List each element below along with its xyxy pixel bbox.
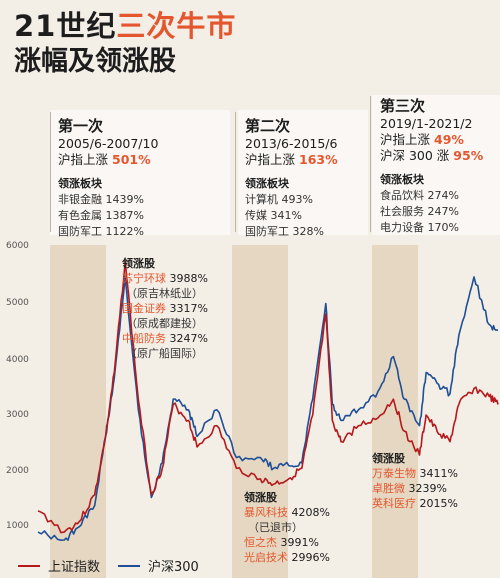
leader-note-3: 领涨股 万泰生物 3411% 卓胜微 3239% 英科医疗 2015% — [372, 451, 458, 511]
bull-band-2 — [232, 245, 288, 578]
series-line-hs300 — [37, 276, 498, 541]
sector-title: 领涨板块 — [58, 177, 102, 190]
chart-legend: 上证指数 沪深300 — [18, 556, 199, 575]
legend-swatch-sh — [18, 564, 40, 567]
note-stock: 苏宁环球 3988% — [122, 272, 208, 285]
legend-label-hs300: 沪深300 — [148, 560, 199, 575]
sector-title: 领涨板块 — [380, 173, 424, 186]
sector-item: 有色金属 1387% — [58, 209, 144, 222]
chart-title: 21世纪三次牛市 涨幅及领涨股 — [14, 8, 236, 80]
panel-gain: 沪指上涨 163% — [245, 152, 338, 167]
leader-note-1: 领涨股 苏宁环球 3988% （原吉林纸业） 国金证券 3317% （原成都建投… — [122, 256, 208, 361]
bull-panel-1: 第一次 2005/6-2007/10 沪指上涨 501% 领涨板块 非银金融 1… — [58, 118, 158, 240]
panel-divider-3 — [370, 96, 371, 232]
panel-divider-2 — [235, 112, 236, 232]
note-stock: 英科医疗 2015% — [372, 497, 458, 510]
panel-gain: 沪指上涨 49% — [380, 132, 464, 147]
note-title: 领涨股 — [372, 452, 405, 465]
panel-bg-3 — [372, 95, 500, 235]
note-title: 领涨股 — [244, 491, 277, 504]
note-stock: 中船防务 3247% — [122, 332, 208, 345]
legend-label-sh: 上证指数 — [48, 560, 101, 575]
panel-divider-1 — [50, 112, 51, 232]
y-tick-label: 3000 — [6, 410, 29, 420]
sector-item: 食品饮料 274% — [380, 189, 459, 202]
note-stock: 国金证券 3317% — [122, 302, 208, 315]
note-stock: 卓胜微 3239% — [372, 482, 447, 495]
panel-name: 第三次 — [380, 97, 426, 115]
note-sub: （原成都建投） — [126, 317, 203, 330]
legend-swatch-hs300 — [118, 564, 141, 567]
sector-title: 领涨板块 — [245, 177, 289, 190]
note-title: 领涨股 — [122, 257, 155, 270]
series-line-shanghai — [37, 260, 499, 534]
note-sub: （已退市） — [248, 521, 303, 534]
sector-item: 传媒 341% — [245, 209, 302, 222]
y-tick-label: 2000 — [6, 466, 29, 476]
note-sub: （原广船国际） — [126, 347, 203, 360]
title-prefix: 21世纪 — [14, 9, 117, 43]
sector-item: 计算机 493% — [245, 193, 313, 206]
y-tick-label: 1000 — [6, 521, 29, 531]
panel-bg-1 — [50, 110, 230, 235]
panel-period: 2013/6-2015/6 — [245, 136, 338, 151]
note-sub: （原吉林纸业） — [126, 287, 203, 300]
y-tick-label: 5000 — [6, 298, 29, 308]
panel-gain: 沪指上涨 501% — [58, 152, 151, 167]
title-accent: 三次牛市 — [116, 9, 237, 43]
bull-panel-2: 第二次 2013/6-2015/6 沪指上涨 163% 领涨板块 计算机 493… — [245, 118, 338, 240]
note-stock: 万泰生物 3411% — [372, 467, 458, 480]
y-tick-label: 6000 — [6, 241, 29, 251]
panel-gain-2: 沪深 300 涨 95% — [380, 148, 484, 163]
panel-name: 第二次 — [245, 117, 291, 135]
sector-item: 国防军工 1122% — [58, 225, 144, 238]
note-stock: 恒之杰 3991% — [244, 536, 319, 549]
y-tick-label: 4000 — [6, 355, 29, 365]
panel-period: 2005/6-2007/10 — [58, 136, 159, 151]
note-stock: 光启技术 2996% — [244, 551, 330, 564]
title-line2: 涨幅及领涨股 — [14, 46, 176, 77]
panel-period: 2019/1-2021/2 — [380, 116, 473, 131]
sector-item: 非银金融 1439% — [58, 193, 144, 206]
sector-item: 社会服务 247% — [380, 205, 459, 218]
sector-item: 电力设备 170% — [380, 221, 459, 234]
panel-name: 第一次 — [58, 117, 104, 135]
note-stock: 暴风科技 4208% — [244, 506, 330, 519]
bull-panel-3: 第三次 2019/1-2021/2 沪指上涨 49% 沪深 300 涨 95% … — [380, 98, 483, 236]
sector-item: 国防军工 328% — [245, 225, 324, 238]
leader-note-2: 领涨股 暴风科技 4208% （已退市） 恒之杰 3991% 光启技术 2996… — [244, 490, 330, 565]
panel-bg-2 — [238, 110, 368, 235]
